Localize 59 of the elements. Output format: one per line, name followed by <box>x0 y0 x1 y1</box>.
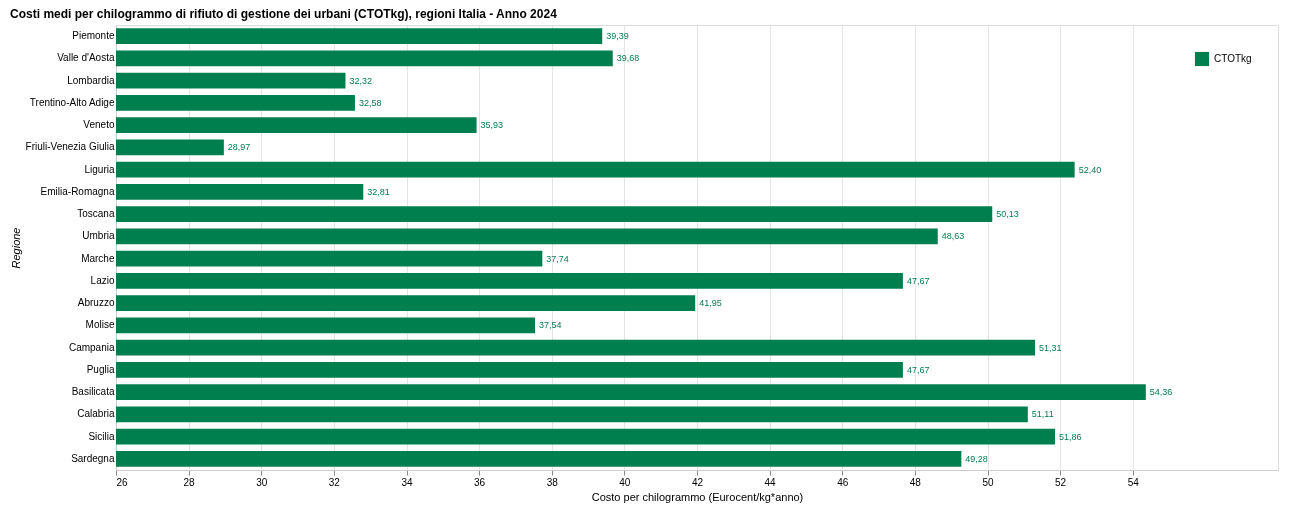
data-label: 35,93 <box>480 120 504 131</box>
x-tick-label: 40 <box>619 476 631 488</box>
x-tick-label: 36 <box>474 476 486 488</box>
data-label: 32,58 <box>358 97 382 108</box>
y-tick-label: Valle d'Aosta <box>57 52 115 64</box>
x-tick-label: 38 <box>546 476 559 488</box>
y-tick-label: Sardegna <box>71 452 115 464</box>
y-tick-label: Piemonte <box>72 30 115 42</box>
x-tick-label: 28 <box>183 476 196 488</box>
x-tick-label: 42 <box>691 476 704 488</box>
chart-title: Costi medi per chilogrammo di rifiuto di gestione dei urbani (CTOTkg), regioni Italia - Anno 2024 <box>10 7 558 21</box>
y-tick-label: Trentino-Alto Adige <box>29 96 115 108</box>
y-tick-label: Calabria <box>77 408 115 420</box>
x-tick-label: 32 <box>328 476 341 488</box>
data-label: 47,67 <box>906 364 930 375</box>
x-tick-label: 44 <box>764 476 777 488</box>
y-tick-label: Lazio <box>90 274 115 286</box>
y-tick-label: Liguria <box>84 163 115 175</box>
x-tick-label: 52 <box>1055 476 1067 488</box>
data-label: 39,68 <box>616 53 640 64</box>
y-axis-title: Regione <box>9 227 22 269</box>
data-label: 32,81 <box>367 186 390 197</box>
data-label: 47,67 <box>906 275 930 286</box>
y-tick-label: Veneto <box>83 119 115 131</box>
data-label: 49,28 <box>965 453 988 464</box>
data-label: 37,74 <box>546 253 569 264</box>
data-label: 51,11 <box>1031 409 1054 420</box>
data-label: 51,31 <box>1039 342 1062 353</box>
x-tick-label: 48 <box>909 476 922 488</box>
data-label: 32,32 <box>349 75 373 86</box>
y-tick-label: Umbria <box>82 230 115 242</box>
data-label: 48,63 <box>941 231 965 242</box>
y-tick-label: Lombardia <box>67 74 115 86</box>
y-tick-label: Basilicata <box>71 386 115 398</box>
x-axis-title: Costo per chilogrammo (Eurocent/kg*anno) <box>591 490 804 503</box>
legend-label: CTOTkg <box>1214 53 1252 64</box>
y-tick-label: Campania <box>68 341 115 353</box>
y-tick-label: Emilia-Romagna <box>40 185 115 197</box>
y-tick-label: Marche <box>81 252 115 264</box>
x-tick-label: 34 <box>401 476 413 488</box>
x-tick-label: 50 <box>982 476 994 488</box>
y-tick-label: Toscana <box>77 208 115 220</box>
data-label: 39,39 <box>606 31 629 42</box>
data-label: 41,95 <box>699 298 722 309</box>
data-label: 37,54 <box>539 320 562 331</box>
x-tick-label: 54 <box>1127 476 1140 488</box>
data-label: 52,40 <box>1078 164 1102 175</box>
data-label: 50,13 <box>996 209 1019 220</box>
data-label: 51,86 <box>1059 431 1082 442</box>
y-tick-label: Puglia <box>86 363 115 375</box>
x-tick-label: 30 <box>256 476 268 488</box>
y-tick-label: Abruzzo <box>77 297 115 309</box>
data-label: 54,36 <box>1149 387 1173 398</box>
x-tick-label: 26 <box>116 476 129 488</box>
y-tick-label: Friuli-Venezia Giulia <box>25 141 115 153</box>
y-tick-label: Sicilia <box>88 430 115 442</box>
x-tick-label: 46 <box>837 476 849 488</box>
data-label: 28,97 <box>227 142 251 153</box>
y-tick-label: Molise <box>85 319 115 331</box>
